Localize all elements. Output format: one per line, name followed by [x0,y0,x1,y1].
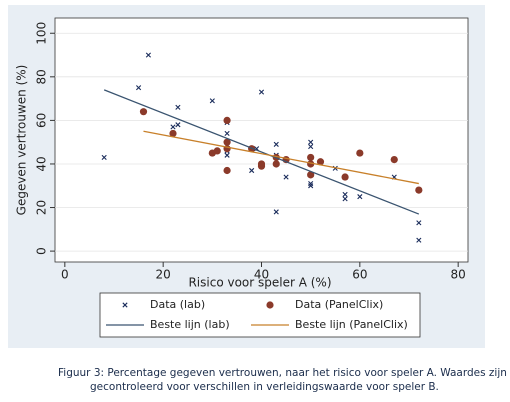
caption-line: Figuur 3: Percentage gegeven vertrouwen,… [58,367,507,379]
scatter-point [249,167,255,174]
scatter-point [308,180,314,187]
y-axis-label: Gegeven vertrouwen (%) [15,65,29,216]
scatter-point [257,162,266,170]
scatter-point [415,186,423,194]
scatter-point [390,156,398,164]
legend-marker [266,301,274,309]
y-tick-label: 0 [35,247,49,255]
scatter-point [283,174,289,180]
scatter-point [223,166,231,175]
y-tick-label: 80 [35,69,49,84]
scatter-point [307,153,315,162]
scatter-point [258,89,265,95]
scatter-point [272,160,280,168]
scatter-point [224,152,230,158]
scatter-point [209,98,215,104]
x-tick-label: 0 [61,268,69,282]
scatter-point [307,171,315,179]
y-tick-label: 20 [35,200,49,215]
legend [99,292,421,338]
x-tick-label: 60 [352,268,367,282]
scatter-point [342,191,348,198]
scatter-point [416,237,422,243]
fit-line [143,130,419,185]
legend-label: Data (lab) [150,298,205,311]
x-tick-label: 40 [254,268,269,282]
scatter-point [223,138,231,146]
scatter-point [416,220,422,226]
scatter-point [139,108,148,116]
scatter-point [342,196,348,202]
scatter-point [308,139,314,145]
y-tick-label: 100 [35,22,49,45]
x-tick-label: 80 [451,268,466,282]
scatter-point [175,122,181,128]
caption-line: gecontroleerd voor verschillen in verlei… [90,381,439,393]
scatter-point [213,147,221,155]
scatter-point [135,85,142,91]
scatter-point [170,124,176,130]
scatter-point [101,154,107,161]
scatter-point [273,141,279,147]
y-tick-label: 60 [35,113,49,128]
x-tick-label: 20 [156,268,171,282]
x-axis-label: Risico voor speler A (%) [188,276,331,290]
scatter-point [357,194,363,200]
scatter-point [308,143,314,150]
scatter-point [175,104,181,110]
scatter-point [273,209,279,215]
fit-line [103,89,420,215]
plot-area [54,17,469,263]
legend-label: Beste lijn (PanelClix) [295,318,408,331]
scatter-point [169,129,177,138]
scatter-point [316,158,325,166]
y-tick-label: 40 [35,156,49,171]
legend-label: Data (PanelClix) [295,298,383,311]
scatter-point [224,130,230,137]
scatter-point [356,149,364,157]
legend-marker [122,302,128,308]
legend-label: Beste lijn (lab) [150,318,230,331]
scatter-point [341,173,349,181]
scatter-point [223,116,231,124]
scatter-point [145,52,152,58]
